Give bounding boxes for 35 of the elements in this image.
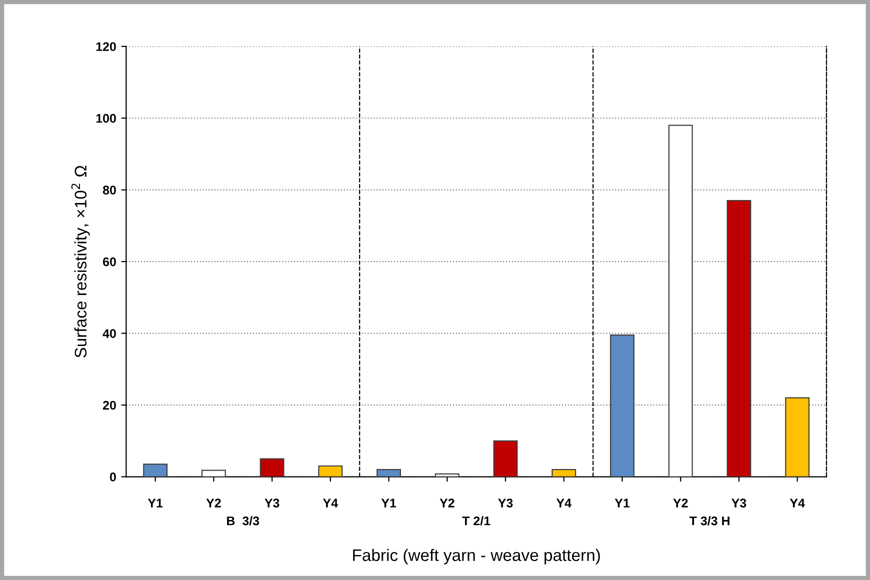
- y-tick-label: 0: [110, 472, 116, 482]
- bar: [785, 397, 810, 477]
- text: T 2/1: [462, 516, 490, 526]
- y-tick-label: 100: [96, 114, 116, 123]
- bar: [493, 440, 518, 477]
- y-tick-label: 120: [96, 42, 116, 52]
- y-tick-label: 80: [102, 186, 116, 195]
- x-tick-label: Y1: [148, 498, 163, 508]
- x-tick-label: Y2: [673, 498, 688, 508]
- text: B 3/3: [227, 516, 260, 526]
- x-tick-label: Y1: [381, 498, 396, 508]
- x-tick-label: Y3: [498, 498, 513, 508]
- bar: [376, 469, 402, 477]
- bar: [318, 465, 343, 477]
- y-axis-title: Surface resistivity, ×10$^{2}$ Ω: [71, 166, 90, 358]
- x-tick-label: Y4: [790, 498, 805, 508]
- x-tick-label: Y3: [264, 498, 280, 508]
- y-tick-label: 40: [102, 329, 116, 338]
- bar: [552, 469, 576, 477]
- x-tick-label: Y1: [614, 498, 630, 508]
- bar: [668, 124, 693, 477]
- x-tick-label: Y2: [440, 498, 454, 508]
- bar: [201, 470, 226, 477]
- y-tick-label: 20: [102, 400, 116, 410]
- bar: [726, 200, 752, 477]
- bar: [260, 458, 284, 477]
- x-tick-label: Y2: [206, 498, 221, 508]
- x-tick-label: Y3: [732, 498, 746, 508]
- text: T 3/3 H: [689, 516, 730, 526]
- bar: [610, 334, 634, 477]
- x-axis-title: Fabric (weft yarn - weave pattern): [353, 548, 600, 564]
- y-tick-label: 60: [102, 257, 116, 266]
- bar: [143, 464, 168, 477]
- x-tick-label: Y4: [322, 498, 338, 508]
- x-tick-label: Y4: [556, 498, 572, 508]
